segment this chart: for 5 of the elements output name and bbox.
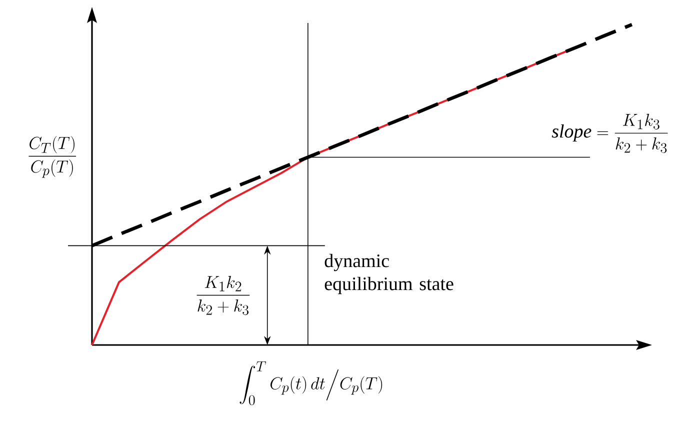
y-axis-title: $\frac{C_T(T)}{C_p(T)}$ (28, 136, 76, 178)
annotation: dynamic equilibrium state (324, 254, 454, 294)
x-axis-title: $\int_0^T C_p(t)\,dt \Big/ C_p(T)$ (240, 362, 382, 406)
annotation: $\frac{K_1k_2}{k_2+k_3}$ (196, 276, 250, 316)
annotation: $\mathit{slope}=\frac{K_1k_3}{k_2+k_3}$ (552, 114, 668, 153)
